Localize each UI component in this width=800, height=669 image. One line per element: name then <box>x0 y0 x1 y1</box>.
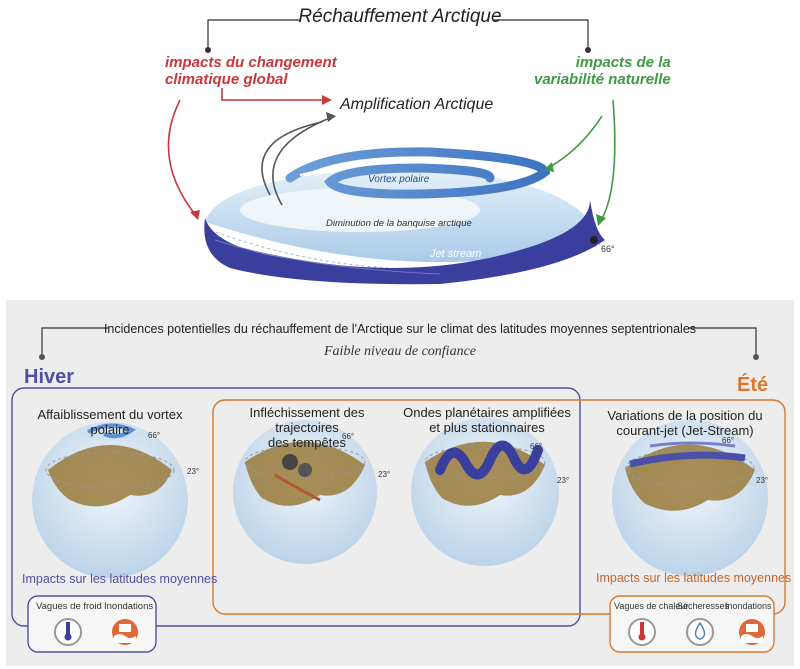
green-arrow-to-vortex <box>547 115 603 169</box>
globe-2-title-line1: Infléchissement des trajectoires <box>249 405 365 435</box>
bottom-headline: Incidences potentielles du réchauffement… <box>103 322 697 336</box>
globe-2-title: Infléchissement des trajectoires des tem… <box>222 405 392 450</box>
summer-impact-floods: Inondations <box>725 601 772 611</box>
summer-impact-droughts: Sécheresses <box>677 601 730 611</box>
flood-summer-icon <box>739 619 765 645</box>
globe-4 <box>612 420 768 576</box>
natural-variability-label: impacts de la variabilité naturelle <box>534 54 671 88</box>
summer-label: Été <box>737 374 769 396</box>
natural-variability-line2: variabilité naturelle <box>534 71 671 88</box>
natural-variability-line1: impacts de la <box>575 54 671 71</box>
summer-impact-heat-waves: Vagues de chaleur <box>614 601 689 611</box>
globe-1-lat-23: 23° <box>187 467 200 476</box>
sea-ice-area <box>240 188 480 232</box>
globe-3-title: Ondes planétaires amplifiées et plus sta… <box>402 405 572 435</box>
global-impacts-line2: climatique global <box>165 71 288 88</box>
jet-stream-band <box>204 200 605 285</box>
feedback-arrow-2 <box>261 121 323 196</box>
red-arrow-to-jet <box>167 99 199 219</box>
thermometer-hot-icon <box>628 618 656 646</box>
global-change-impacts-label: impacts du changement climatique global <box>165 54 337 88</box>
polar-vortex-swirl <box>285 147 551 199</box>
drought-icon <box>686 618 714 646</box>
latitude-66-label: 66° <box>601 244 615 254</box>
globe-1-title-line1: Affaiblissement du vortex polaire <box>37 407 183 437</box>
globe-4-title: Variations de la position du courant-jet… <box>595 408 775 438</box>
red-arrow-to-amplification <box>221 88 325 101</box>
globe-3-lat-23: 23° <box>557 476 570 485</box>
summer-impacts-title: Impacts sur les latitudes moyennes <box>596 571 792 585</box>
globe-3-title-line2: et plus stationnaires <box>429 420 545 435</box>
main-title: Réchauffement Arctique <box>298 6 502 27</box>
thermometer-cold-icon <box>54 618 82 646</box>
globe-4-lat-66: 66° <box>722 436 735 445</box>
globe-1 <box>32 422 188 578</box>
winter-frame <box>11 387 581 627</box>
globe-4-lat-23: 23° <box>756 476 769 485</box>
globe-2-lat-23: 23° <box>378 470 391 479</box>
globe-2-title-line2: des tempêtes <box>267 435 347 450</box>
title-connector <box>207 19 589 48</box>
top-diagram-graphics <box>167 19 616 285</box>
globe-3-lat-66: 66° <box>530 442 543 451</box>
polar-vortex-label: Vortex polaire <box>368 174 430 185</box>
sea-ice-label: Diminution de la banquise arctique <box>326 218 472 229</box>
jet-stream-label: Jet stream <box>430 248 482 260</box>
green-arrow-to-cap <box>599 99 616 223</box>
global-impacts-line1: impacts du changement <box>165 54 337 71</box>
winter-impact-floods: Inondations <box>104 601 154 612</box>
arctic-amplification-label: Amplification Arctique <box>340 96 494 113</box>
winter-impacts-title: Impacts sur les latitudes moyennes <box>22 572 218 586</box>
confidence-level: Faible niveau de confiance <box>324 344 476 359</box>
flood-icon <box>112 619 138 645</box>
globe-3-title-line1: Ondes planétaires amplifiées <box>403 405 571 420</box>
globe-1-lat-66: 66° <box>148 431 161 440</box>
globe-4-title-line1: Variations de la position du <box>607 408 763 423</box>
globe-2 <box>233 420 377 564</box>
globe-1-title: Affaiblissement du vortex polaire <box>20 407 200 437</box>
globe-3 <box>411 418 559 566</box>
winter-impact-cold-waves: Vagues de froid <box>36 601 102 612</box>
winter-label: Hiver <box>24 366 75 388</box>
globe-2-lat-66: 66° <box>342 432 355 441</box>
summer-frame <box>212 399 786 615</box>
feedback-arrow-1 <box>272 117 331 206</box>
globe-4-title-line2: courant-jet (Jet-Stream) <box>616 423 754 438</box>
